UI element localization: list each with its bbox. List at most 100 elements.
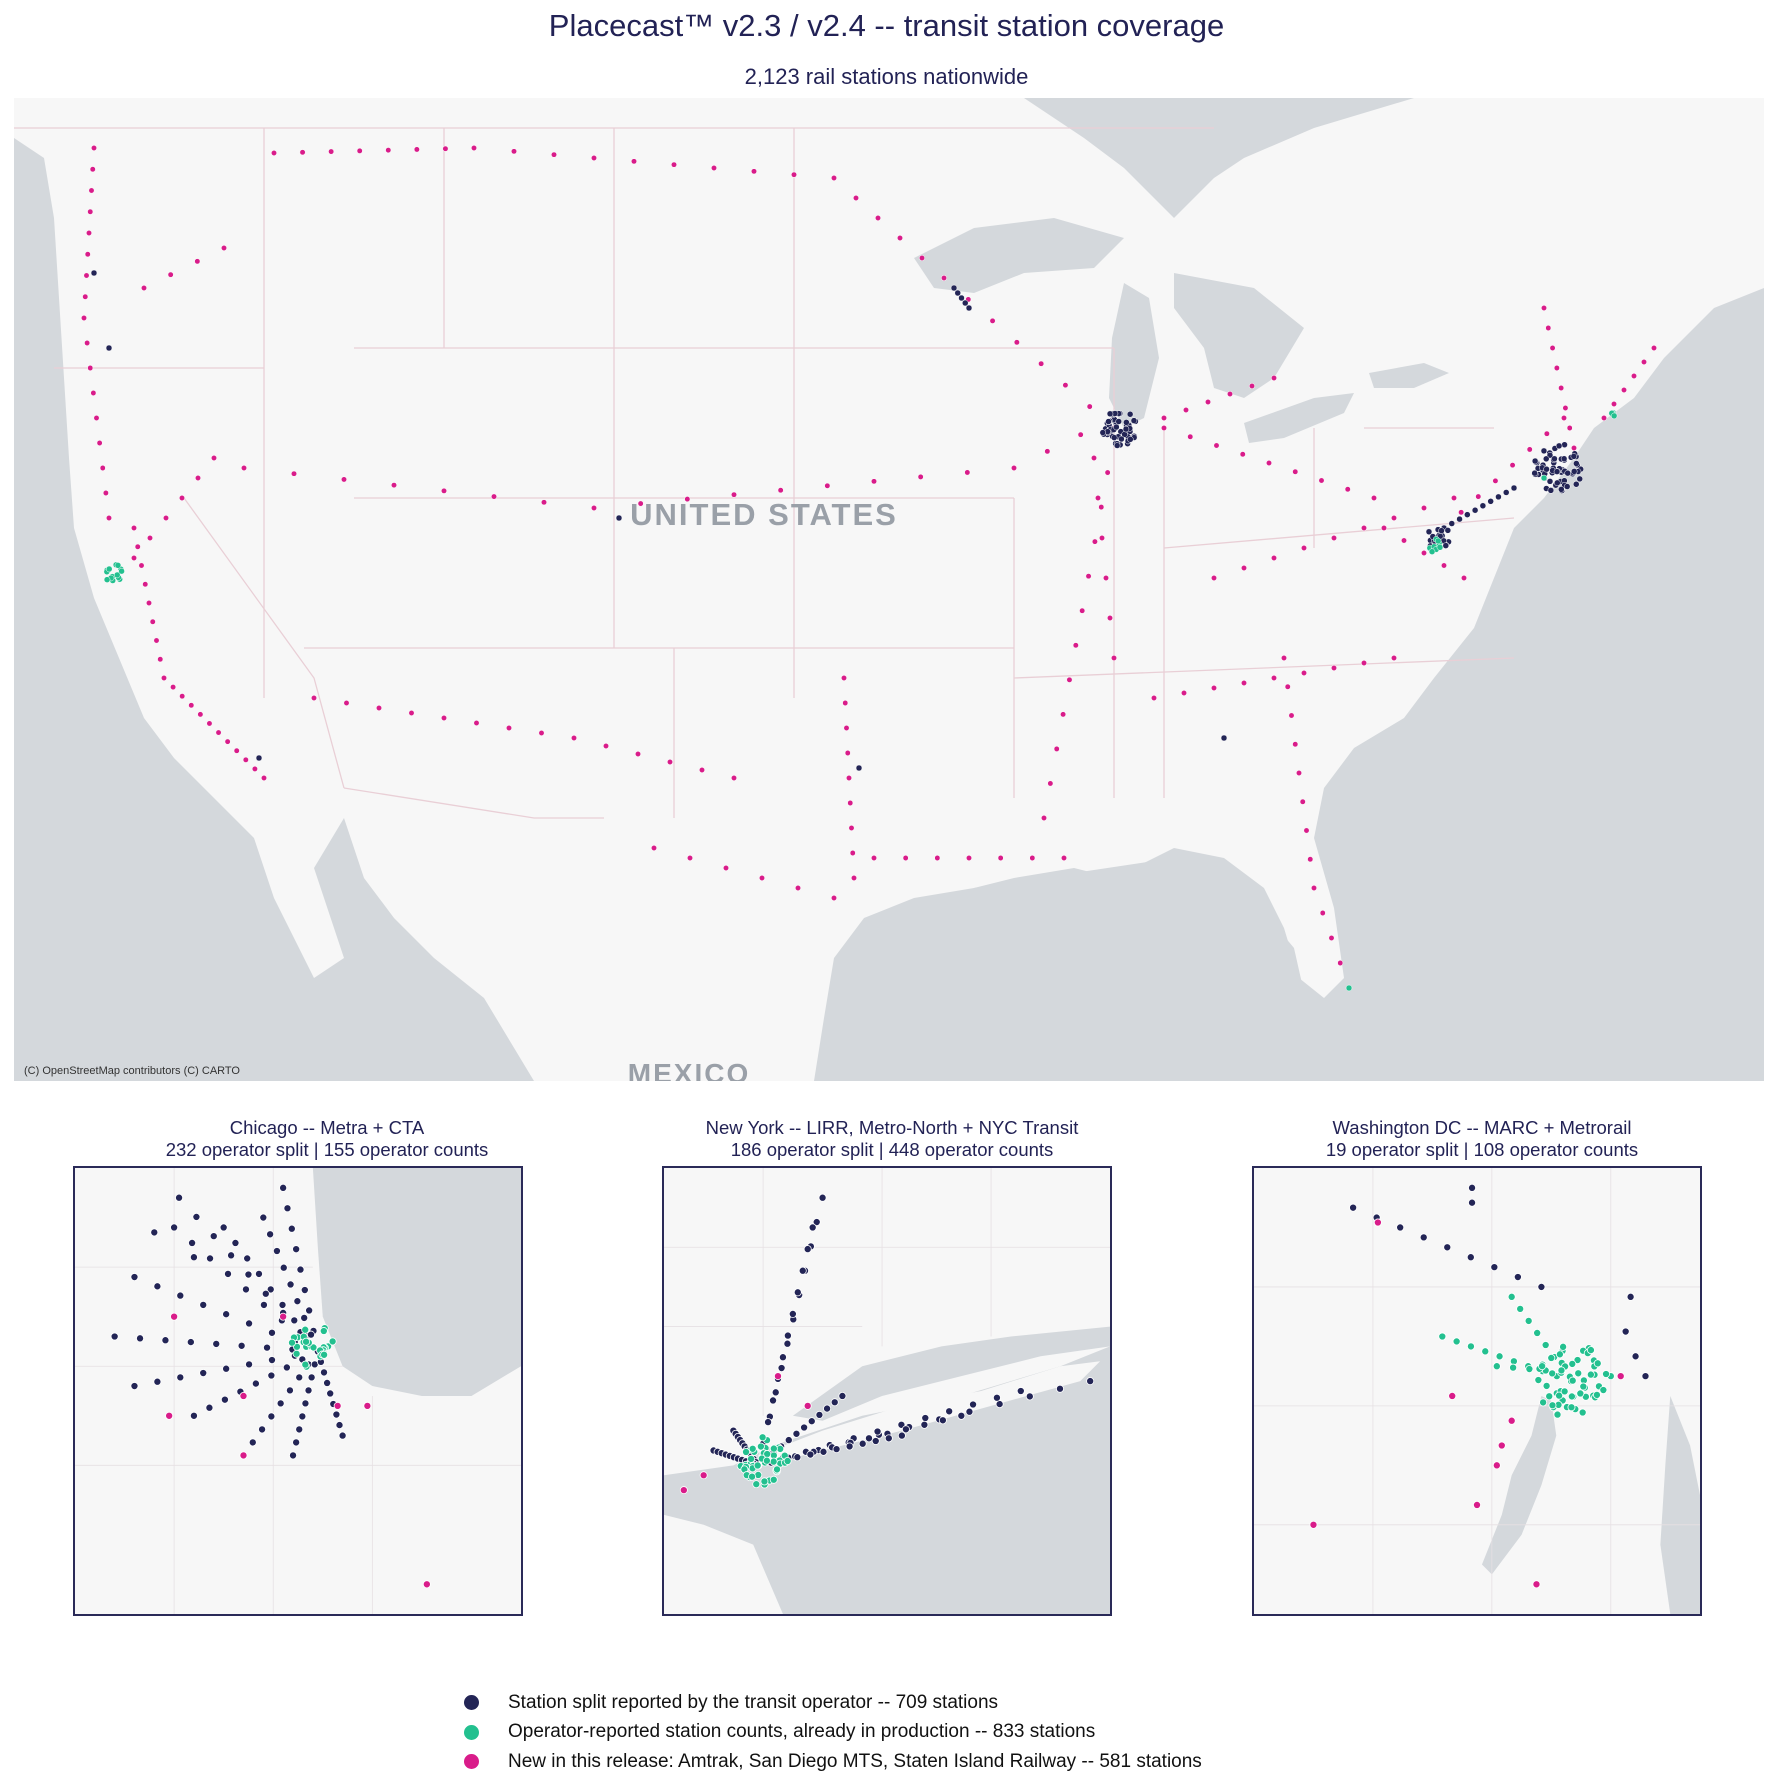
station-new: [711, 165, 717, 171]
chicago-operator-split: [153, 1377, 162, 1386]
station-operator-split: [965, 304, 973, 312]
station-new: [138, 562, 145, 569]
station-new: [141, 285, 147, 291]
station-operator-split: [1106, 410, 1114, 418]
washington-operator-counts: [1586, 1370, 1595, 1379]
legend-label-operator-counts: Operator-reported station counts, alread…: [508, 1721, 1096, 1743]
washington-operator-counts: [1559, 1342, 1568, 1351]
washington-operator-counts: [1555, 1391, 1564, 1400]
washington-operator-counts: [1578, 1408, 1587, 1417]
lake-superior: [914, 218, 1124, 293]
gulf-of-mexico: [844, 858, 1324, 1081]
washington-operator-counts: [1452, 1337, 1461, 1346]
chicago-operator-split: [300, 1286, 309, 1294]
station-new: [99, 465, 106, 471]
station-new: [102, 490, 109, 496]
station-operator-split: [1130, 417, 1138, 424]
station-operator-split: [90, 269, 98, 277]
chicago-operator-split: [243, 1254, 252, 1263]
station-operator-split: [1531, 457, 1539, 465]
station-new: [328, 148, 335, 155]
station-new: [1562, 405, 1569, 411]
station-new: [759, 875, 765, 881]
station-new: [81, 315, 87, 321]
washington-operator-counts: [1567, 1392, 1576, 1401]
station-operator-counts: [114, 562, 122, 569]
washington-operator-split: [1349, 1203, 1358, 1212]
station-new: [731, 775, 737, 781]
chicago-operator-split: [293, 1297, 302, 1306]
newyork-operator-split: [938, 1416, 947, 1425]
station-new: [413, 146, 420, 153]
station-new: [131, 525, 137, 531]
newyork-new: [699, 1471, 708, 1480]
station-new: [376, 705, 382, 711]
chicago-operator-split: [335, 1421, 344, 1430]
station-new: [441, 715, 447, 721]
station-new: [1361, 660, 1367, 666]
station-new: [1085, 573, 1092, 580]
chicago-operator-split: [199, 1300, 208, 1309]
station-new: [603, 743, 609, 749]
station-new: [241, 465, 247, 471]
station-new: [1566, 425, 1573, 431]
newyork-operator-split: [808, 1223, 817, 1232]
station-new: [1371, 495, 1377, 501]
chicago-operator-split: [176, 1291, 185, 1300]
washington-operator-split: [1468, 1183, 1477, 1192]
washington-new: [1373, 1218, 1382, 1227]
newyork-operator-split: [777, 1364, 786, 1372]
station-new: [343, 700, 350, 706]
chicago-new: [279, 1312, 288, 1321]
legend-label-operator-split: Station split reported by the transit op…: [508, 1691, 999, 1713]
station-new: [849, 850, 856, 856]
chicago-operator-split: [289, 1451, 298, 1460]
station-new: [1621, 387, 1627, 393]
station-new: [795, 885, 801, 891]
station-new: [1266, 460, 1272, 466]
chicago-operator-counts: [288, 1338, 296, 1347]
inset-map-chicago[interactable]: [73, 1166, 523, 1616]
chicago-operator-split: [332, 1410, 341, 1419]
chicago-operator-split: [251, 1379, 260, 1388]
newyork-operator-split: [803, 1245, 812, 1254]
station-operator-counts: [1434, 537, 1442, 545]
inset-chicago-points: [110, 1183, 431, 1589]
station-new: [84, 340, 91, 346]
washington-operator-counts: [1599, 1386, 1608, 1395]
station-operator-split: [105, 344, 113, 352]
main-map[interactable]: UNITED STATES MEXICO: [14, 98, 1764, 1081]
newyork-operator-counts: [747, 1454, 756, 1463]
washington-operator-counts: [1541, 1341, 1550, 1349]
washington-operator-counts: [1574, 1369, 1583, 1378]
washington-operator-split: [1443, 1243, 1452, 1252]
station-new: [1107, 615, 1113, 621]
station-new: [157, 656, 164, 663]
newyork-operator-split: [798, 1266, 807, 1275]
washington-operator-split: [1537, 1282, 1546, 1291]
washington-operator-split: [1641, 1372, 1650, 1381]
newyork-operator-split: [1086, 1377, 1095, 1386]
station-new: [997, 855, 1004, 861]
station-new: [211, 455, 217, 461]
newyork-operator-split: [793, 1453, 802, 1462]
inset-map-washington[interactable]: [1252, 1166, 1702, 1616]
station-new: [687, 855, 693, 861]
inset-map-newyork[interactable]: [662, 1166, 1112, 1616]
newyork-operator-split: [838, 1391, 847, 1400]
washington-operator-counts: [1557, 1366, 1566, 1375]
newyork-operator-counts: [769, 1444, 778, 1453]
station-new: [88, 187, 95, 194]
chicago-operator-split: [292, 1438, 301, 1447]
washington-operator-counts: [1555, 1350, 1564, 1359]
station-operator-split: [1471, 506, 1479, 514]
station-new: [731, 491, 737, 498]
chicago-operator-split: [323, 1378, 332, 1387]
washington-operator-counts: [1466, 1342, 1475, 1351]
station-new: [1091, 455, 1097, 461]
chicago-new: [170, 1312, 179, 1321]
station-new: [1060, 711, 1067, 718]
station-new: [1098, 504, 1105, 511]
station-new: [777, 487, 784, 494]
newyork-operator-counts: [748, 1472, 757, 1481]
